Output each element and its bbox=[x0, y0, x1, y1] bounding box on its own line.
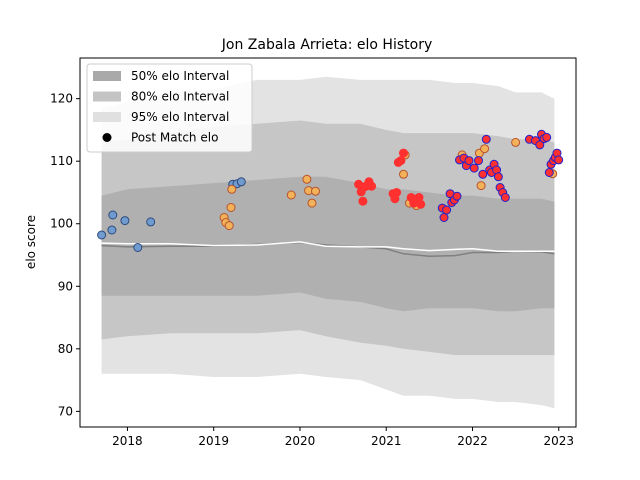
post-match-elo-point bbox=[476, 181, 486, 191]
x-tick-label: 2018 bbox=[112, 434, 143, 448]
post-match-elo-point bbox=[307, 198, 317, 208]
post-match-elo-point bbox=[544, 168, 554, 177]
post-match-elo-point bbox=[469, 163, 479, 173]
legend: 50% elo Interval 80% elo Interval 95% elo … bbox=[86, 63, 253, 153]
post-match-elo-point bbox=[302, 174, 312, 184]
post-match-elo-point bbox=[442, 205, 452, 215]
post-match-elo-point bbox=[120, 216, 130, 226]
post-match-elo-point bbox=[236, 177, 246, 187]
post-match-elo-point bbox=[439, 213, 449, 222]
x-tick-label: 2020 bbox=[285, 434, 316, 448]
post-match-elo-point bbox=[554, 155, 564, 165]
y-axis-label: elo score bbox=[24, 215, 38, 269]
post-match-elo-point bbox=[480, 144, 490, 154]
post-match-elo-point bbox=[500, 193, 510, 202]
legend-label: Post Match elo bbox=[131, 131, 218, 145]
post-match-elo-point bbox=[311, 186, 320, 196]
post-match-elo-point bbox=[133, 243, 143, 252]
post-match-elo-point bbox=[542, 132, 552, 142]
post-match-elo-point bbox=[478, 169, 488, 179]
post-match-elo-point bbox=[224, 221, 234, 231]
legend-box bbox=[86, 63, 253, 153]
y-tick-label: 80 bbox=[58, 342, 73, 356]
x-tick-label: 2021 bbox=[371, 434, 402, 448]
post-match-elo-point bbox=[146, 217, 156, 227]
post-match-elo-point bbox=[392, 188, 402, 197]
y-tick-label: 90 bbox=[58, 279, 73, 293]
post-match-elo-point bbox=[416, 199, 426, 209]
post-match-elo-point bbox=[286, 190, 296, 200]
post-match-elo-point bbox=[452, 191, 462, 201]
post-match-elo-point bbox=[367, 181, 377, 191]
post-match-elo-point bbox=[464, 156, 474, 166]
y-tick-label: 110 bbox=[50, 154, 73, 168]
mean-line bbox=[101, 241, 555, 253]
y-tick-label: 100 bbox=[50, 217, 73, 231]
post-match-elo-point bbox=[396, 156, 406, 166]
legend-swatch bbox=[93, 71, 121, 81]
legend-label: 50% elo Interval bbox=[131, 69, 229, 83]
legend-label: 80% elo Interval bbox=[131, 90, 229, 104]
post-match-elo-point bbox=[107, 225, 117, 235]
legend-label: 95% elo Interval bbox=[131, 110, 229, 124]
post-match-elo-point bbox=[511, 137, 521, 147]
legend-swatch bbox=[93, 91, 121, 102]
x-tick-label: 2019 bbox=[198, 434, 229, 448]
post-match-elo-point bbox=[474, 156, 483, 166]
post-match-elo-point bbox=[399, 148, 408, 158]
post-match-elo-point bbox=[399, 169, 408, 179]
post-match-elo-point bbox=[226, 203, 236, 212]
y-axis: 70 80 90 100 110 120 bbox=[50, 92, 80, 418]
post-match-elo-point bbox=[108, 210, 118, 220]
legend-swatch bbox=[93, 112, 121, 122]
post-match-elo-point bbox=[481, 134, 491, 144]
chart-title: Jon Zabala Arrieta: elo History bbox=[221, 37, 432, 53]
plot-area bbox=[97, 76, 564, 409]
post-match-elo-point bbox=[97, 230, 107, 240]
median-line bbox=[101, 241, 555, 258]
x-tick-label: 2022 bbox=[457, 434, 488, 448]
post-match-elo-point bbox=[227, 184, 237, 194]
y-tick-label: 70 bbox=[58, 404, 73, 418]
x-tick-label: 2023 bbox=[543, 434, 574, 448]
y-tick-label: 120 bbox=[50, 92, 73, 106]
axes-frame bbox=[79, 57, 577, 428]
post-match-elo-point bbox=[535, 140, 545, 150]
post-match-elo-point bbox=[493, 172, 503, 182]
legend-marker bbox=[102, 133, 112, 142]
post-match-elo-point bbox=[358, 196, 368, 206]
x-axis: 2018 2019 2020 2021 2022 2023 bbox=[112, 427, 574, 448]
